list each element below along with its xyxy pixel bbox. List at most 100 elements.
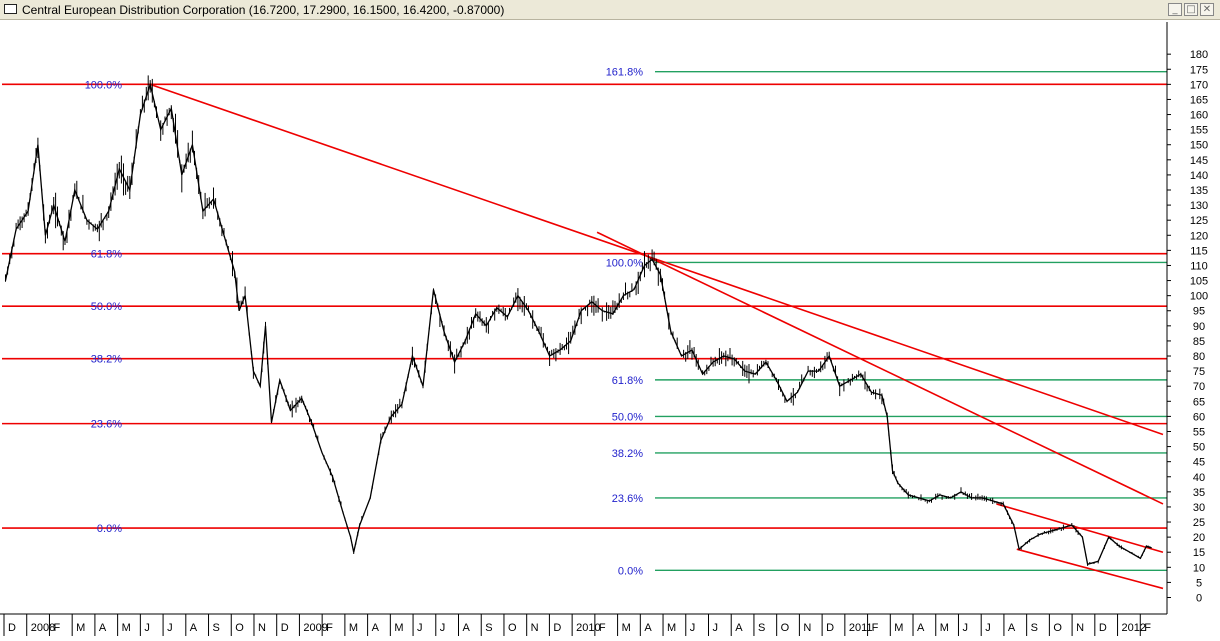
ohlc-readout: (16.7200, 17.2900, 16.1500, 16.4200, -0.… (248, 3, 505, 17)
y-tick-label-20: 100 (1190, 291, 1208, 303)
x-tick-label-29: M (667, 622, 676, 634)
y-tick-label-25: 125 (1190, 215, 1208, 227)
price-line (4, 81, 1152, 566)
fib-primary-label-4: 23.6% (91, 419, 122, 431)
y-tick-label-6: 30 (1193, 502, 1205, 514)
x-tick-label-6: J (144, 622, 150, 634)
fib-primary-label-2: 50.0% (91, 301, 122, 313)
y-tick-label-9: 45 (1193, 457, 1205, 469)
maximize-icon[interactable]: □ (1184, 3, 1198, 16)
x-tick-label-45: S (1031, 622, 1038, 634)
x-tick-label-3: M (76, 622, 85, 634)
y-tick-label-30: 150 (1190, 140, 1208, 152)
y-tick-label-12: 60 (1193, 411, 1205, 423)
minimize-icon[interactable]: _ (1168, 3, 1182, 16)
y-tick-label-31: 155 (1190, 125, 1208, 137)
x-tick-label-16: A (372, 622, 380, 634)
x-tick-label-20: A (463, 622, 471, 634)
y-tick-label-11: 55 (1193, 426, 1205, 438)
trendline-3 (996, 503, 1164, 553)
y-tick-label-7: 35 (1193, 487, 1205, 499)
y-tick-label-3: 15 (1193, 547, 1205, 559)
title-bar: Central European Distribution Corporatio… (0, 0, 1220, 20)
x-tick-label-18: J (417, 622, 423, 634)
x-tick-label-11: N (258, 622, 266, 634)
y-tick-label-27: 135 (1190, 185, 1208, 197)
fib-secondary-label-3: 50.0% (612, 411, 643, 423)
x-tick-label-50: F (1144, 622, 1151, 634)
x-tick-label-42: J (962, 622, 968, 634)
y-tick-label-28: 140 (1190, 170, 1208, 182)
x-tick-label-26: F (599, 622, 606, 634)
price-chart[interactable]: 161.8%100.0%61.8%50.0%38.2%23.6%0.0% 100… (0, 20, 1220, 636)
x-tick-label-13: 2009 (303, 622, 327, 634)
x-tick-label-5: M (122, 622, 131, 634)
x-tick-label-27: M (622, 622, 631, 634)
x-tick-label-21: S (485, 622, 492, 634)
x-tick-label-9: S (213, 622, 220, 634)
trendline-1 (651, 257, 1164, 436)
chart-background (0, 20, 1220, 636)
x-tick-label-48: D (1099, 622, 1107, 634)
trendline-4 (1016, 548, 1164, 590)
y-tick-label-5: 25 (1193, 517, 1205, 529)
x-tick-label-17: M (394, 622, 403, 634)
x-tick-label-12: D (281, 622, 289, 634)
x-tick-label-25: 2010 (576, 622, 600, 634)
chart-area[interactable]: 161.8% 100.0% 61.8% 50.0% 38.2% 23.6% 0.0% 100… (0, 20, 1220, 636)
fib-secondary-label-0: 161.8% (606, 67, 644, 79)
y-tick-label-19: 95 (1193, 306, 1205, 318)
fib-secondary-label-2: 61.8% (612, 375, 643, 387)
x-tick-label-10: O (235, 622, 244, 634)
x-tick-label-1: 2008 (31, 622, 55, 634)
x-tick-label-38: F (872, 622, 879, 634)
y-tick-label-0: 0 (1196, 593, 1202, 605)
fib-primary-label-5: 0.0% (97, 523, 122, 535)
y-tick-label-13: 65 (1193, 396, 1205, 408)
window-title: Central European Distribution Corporatio… (22, 3, 504, 17)
x-tick-label-49: 2012 (1122, 622, 1146, 634)
y-tick-label-33: 165 (1190, 94, 1208, 106)
x-tick-label-2: F (53, 622, 60, 634)
price-series-group (4, 75, 1152, 566)
chart-title: Central European Distribution Corporatio… (22, 3, 246, 17)
close-icon[interactable]: ✕ (1200, 3, 1214, 16)
x-tick-label-22: O (508, 622, 517, 634)
y-tick-label-8: 40 (1193, 472, 1205, 484)
y-tick-label-15: 75 (1193, 366, 1205, 378)
x-tick-label-32: A (735, 622, 743, 634)
y-tick-label-36: 180 (1190, 49, 1208, 61)
trendline-group (149, 83, 1164, 590)
x-tick-label-8: A (190, 622, 198, 634)
y-tick-label-1: 5 (1196, 577, 1202, 589)
x-tick-label-24: D (553, 622, 561, 634)
x-tick-label-30: J (690, 622, 696, 634)
y-axis: 0 5 10 15 20 25 30 35 40 45 50 55 60 65 70 75 80 85 90 95 10… (1166, 22, 1208, 614)
y-tick-label-35: 175 (1190, 64, 1208, 76)
fib-secondary-label-1: 100.0% (606, 257, 644, 269)
x-tick-label-35: N (803, 622, 811, 634)
fib-primary-group: 100.0% 61.8% 50.0% 38.2% 23.6% 0.0% (2, 79, 1167, 535)
x-tick-label-39: M (894, 622, 903, 634)
x-tick-label-33: S (758, 622, 765, 634)
x-tick-label-36: D (826, 622, 834, 634)
fib-secondary-label-6: 0.0% (618, 565, 643, 577)
x-tick-label-7: J (167, 622, 173, 634)
x-tick-label-23: N (531, 622, 539, 634)
trendline-0 (149, 83, 653, 259)
x-tick-label-41: M (940, 622, 949, 634)
x-tick-label-28: A (644, 622, 652, 634)
y-tick-label-29: 145 (1190, 155, 1208, 167)
fib-primary-label-0: 100.0% (85, 79, 123, 91)
y-tick-label-16: 80 (1193, 351, 1205, 363)
y-tick-label-17: 85 (1193, 336, 1205, 348)
y-tick-label-22: 110 (1190, 260, 1208, 272)
y-tick-label-24: 120 (1190, 230, 1208, 242)
y-tick-label-4: 20 (1193, 532, 1205, 544)
x-tick-label-0: D (8, 622, 16, 634)
fib-secondary-group: 161.8% 100.0% 61.8% 50.0% 38.2% 23.6% 0.0% (606, 67, 1167, 577)
x-tick-label-44: A (1008, 622, 1016, 634)
window-icon[interactable] (4, 4, 17, 14)
fib-secondary-label-4: 38.2% (612, 448, 643, 460)
